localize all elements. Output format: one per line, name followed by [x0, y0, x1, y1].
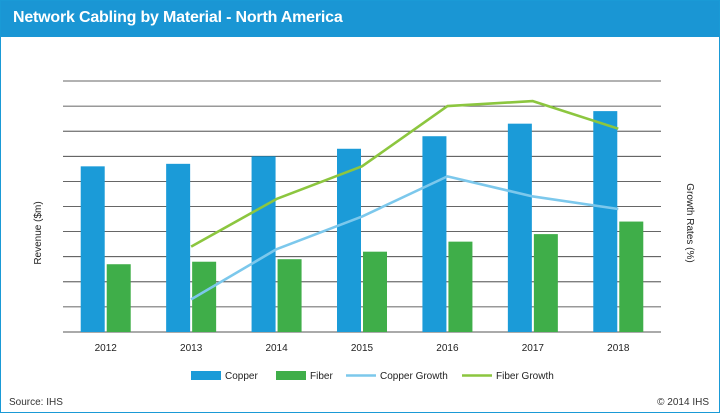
copper-growth-line [190, 175, 619, 301]
fiber-bar-2016 [448, 241, 473, 332]
y2-axis-title: Growth Rates (%) [684, 183, 695, 262]
fiber-bar-2018 [619, 221, 644, 332]
source-note: Source: IHS [9, 397, 63, 408]
gridlines [63, 80, 661, 333]
legend: Copper Fiber Copper Growth Fiber Growth [191, 371, 554, 382]
bar-series [80, 111, 644, 333]
copper-bar-2017 [507, 123, 532, 332]
x-tick-label: 2014 [265, 343, 288, 354]
fiber-bar-2015 [363, 251, 387, 332]
x-tick-label: 2018 [607, 343, 630, 354]
fiber-bar-2014 [277, 259, 302, 332]
legend-label-fiber-growth: Fiber Growth [496, 371, 554, 382]
copper-bar-2016 [422, 136, 447, 332]
copper-bar-2013 [166, 163, 191, 332]
x-tick-label: 2016 [436, 343, 459, 354]
title-bar: Network Cabling by Material - North Amer… [1, 1, 719, 37]
fiber-growth-line [190, 99, 619, 248]
legend-swatch-fiber [276, 371, 306, 380]
x-tick-label: 2017 [522, 343, 545, 354]
chart-title: Network Cabling by Material - North Amer… [13, 9, 343, 26]
legend-swatch-copper [191, 371, 221, 380]
x-tick-label: 2013 [180, 343, 203, 354]
copper-bar-2015 [337, 148, 361, 332]
copper-bar-2014 [251, 156, 276, 332]
legend-label-copper-growth: Copper Growth [380, 371, 448, 382]
legend-label-copper: Copper [225, 371, 258, 382]
copyright-note: © 2014 IHS [657, 397, 709, 408]
fiber-bar-2017 [533, 234, 558, 332]
fiber-bar-2012 [106, 264, 131, 332]
legend-label-fiber: Fiber [310, 371, 333, 382]
x-tick-labels: 2012 2013 2014 2015 2016 2017 2018 [95, 343, 630, 354]
copper-bar-2018 [593, 111, 618, 333]
x-tick-label: 2015 [351, 343, 374, 354]
x-tick-label: 2012 [95, 343, 118, 354]
y-axis-title: Revenue ($m) [33, 201, 44, 264]
line-series [190, 99, 619, 301]
copper-bar-2012 [80, 166, 105, 332]
